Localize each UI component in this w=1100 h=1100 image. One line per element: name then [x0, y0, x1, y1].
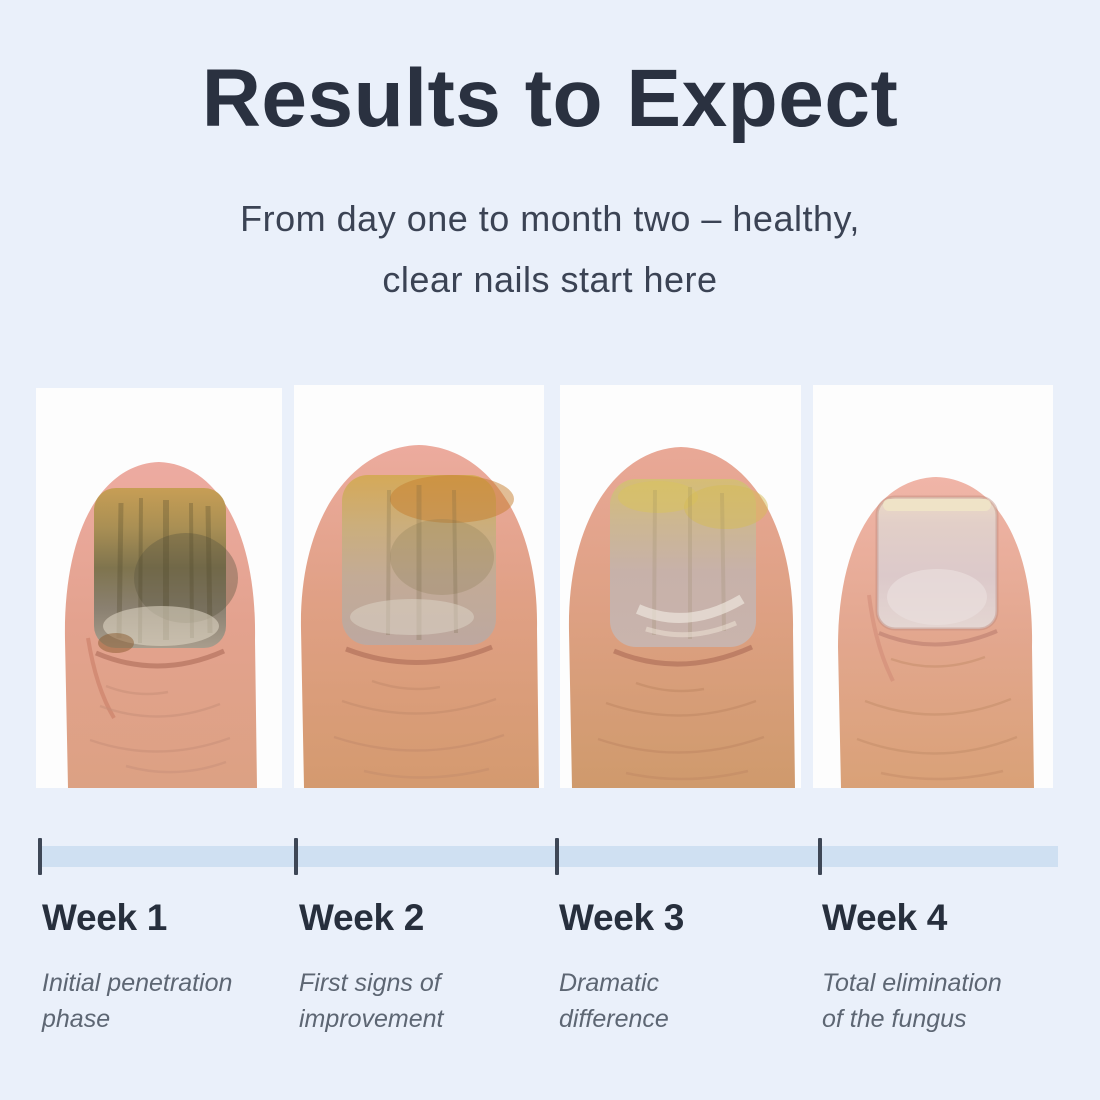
- week-1-description-line-1: Initial penetration: [42, 969, 233, 997]
- week-2-description-line-1: First signs of: [299, 969, 441, 997]
- page-title: Results to Expect: [201, 53, 899, 144]
- week-2-photo: [294, 385, 544, 788]
- week-4-description-line-1: Total elimination: [822, 969, 1002, 997]
- week-2-label: Week 2: [299, 897, 425, 938]
- timeline-bar: [40, 846, 1058, 867]
- week-1-description: Initial penetration phase: [42, 965, 287, 1037]
- subtitle-line-2: clear nails start here: [382, 259, 718, 300]
- week-3-description-line-2: difference: [559, 1005, 669, 1033]
- timeline-tick-week-3: [555, 838, 559, 875]
- week-4-description: Total elimination of the fungus: [822, 965, 1067, 1037]
- timeline-tick-week-2: [294, 838, 298, 875]
- week-3-photo: [560, 385, 801, 788]
- week-3-description-line-1: Dramatic: [559, 969, 660, 997]
- week-4-label: Week 4: [822, 897, 948, 938]
- page-subtitle: From day one to month two – healthy, cle…: [0, 188, 1100, 310]
- week-2-description: First signs of improvement: [299, 965, 544, 1037]
- week-3-column: Week 3 Dramatic difference: [559, 897, 804, 1037]
- timeline-tick-week-4: [818, 838, 822, 875]
- toenail-illustration-week-4: [813, 385, 1053, 788]
- week-3-label: Week 3: [559, 897, 685, 938]
- toenail-illustration-week-1: [36, 388, 282, 788]
- week-3-description: Dramatic difference: [559, 965, 804, 1037]
- toenail-illustration-week-2: [294, 385, 544, 788]
- week-4-description-line-2: of the fungus: [822, 1005, 967, 1033]
- week-2-column: Week 2 First signs of improvement: [299, 897, 544, 1037]
- week-1-column: Week 1 Initial penetration phase: [42, 897, 287, 1037]
- week-4-column: Week 4 Total elimination of the fungus: [822, 897, 1067, 1037]
- week-4-photo: [813, 385, 1053, 788]
- week-1-photo: [36, 388, 282, 788]
- week-2-description-line-2: improvement: [299, 1005, 444, 1033]
- week-1-label: Week 1: [42, 897, 168, 938]
- toenail-illustration-week-3: [560, 385, 801, 788]
- week-1-description-line-2: phase: [42, 1005, 111, 1033]
- subtitle-line-1: From day one to month two – healthy,: [240, 198, 860, 239]
- timeline-tick-week-1: [38, 838, 42, 875]
